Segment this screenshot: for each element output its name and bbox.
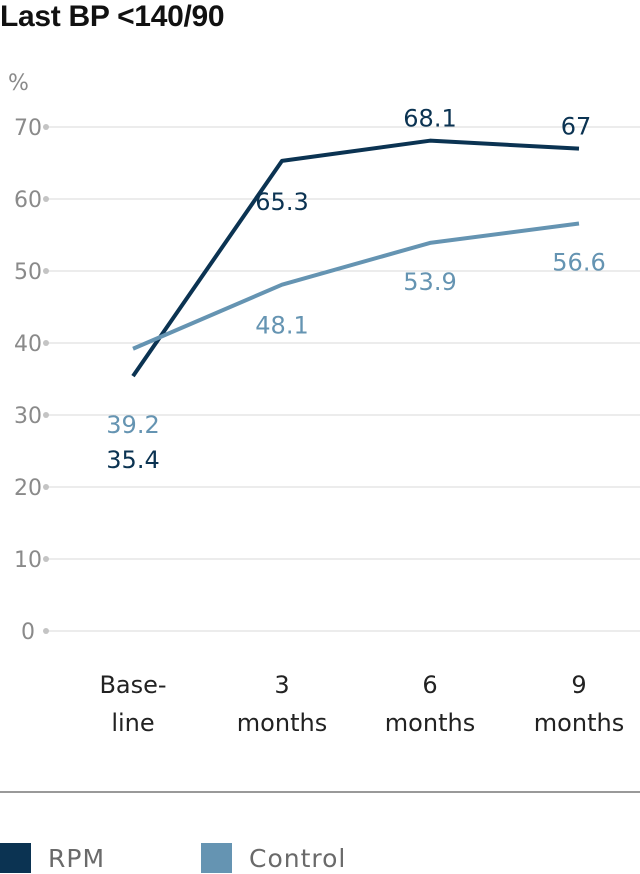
y-tick-label: 70 [14, 116, 42, 141]
tick-dot [43, 412, 49, 418]
data-label-control: 53.9 [403, 268, 456, 296]
x-tick-label: line [111, 709, 154, 737]
data-label-rpm: 65.3 [255, 188, 308, 216]
legend-swatch-control [201, 843, 232, 873]
y-tick-label: 20 [14, 476, 42, 501]
x-tick-label: months [385, 709, 475, 737]
series-line-control [132, 221, 580, 351]
data-label-rpm: 35.4 [106, 446, 159, 474]
data-label-rpm: 67 [561, 113, 592, 141]
legend-label-rpm: RPM [48, 843, 106, 873]
y-tick-label: 60 [14, 188, 42, 213]
y-tick-label: 0 [21, 620, 35, 645]
y-tick-label: 40 [14, 332, 42, 357]
y-tick-label: 30 [14, 404, 42, 429]
data-label-control: 48.1 [255, 312, 308, 340]
x-tick-label: months [237, 709, 327, 737]
x-tick-label: 3 [274, 671, 289, 699]
tick-dot [43, 268, 49, 274]
x-tick-label: 6 [422, 671, 437, 699]
x-tick-label: 9 [571, 671, 586, 699]
legend-swatch-rpm [0, 843, 31, 873]
legend-label-control: Control [249, 843, 347, 873]
data-label-rpm: 68.1 [403, 105, 456, 133]
line-chart: % 0 10 20 30 40 50 60 70 Base-line 3 months 6 months 9… [0, 71, 640, 793]
legend-item-rpm: RPM [0, 843, 105, 873]
chart-title: Last BP <140/90 [0, 0, 225, 33]
x-tick-label: Base- [99, 671, 166, 699]
tick-dot [43, 340, 49, 346]
y-tick-label: 50 [14, 260, 42, 285]
tick-dot [43, 556, 49, 562]
data-label-control: 39.2 [106, 411, 159, 439]
legend-item-control: Control [201, 843, 346, 873]
tick-dot [43, 196, 49, 202]
y-tick-label: 10 [14, 548, 42, 573]
x-tick-label: months [534, 709, 624, 737]
tick-dot [43, 628, 49, 634]
y-axis-label: % [8, 71, 29, 96]
series-line-rpm [131, 138, 580, 378]
tick-dot [43, 124, 49, 130]
data-label-control: 56.6 [552, 248, 605, 276]
tick-dot [43, 484, 49, 490]
